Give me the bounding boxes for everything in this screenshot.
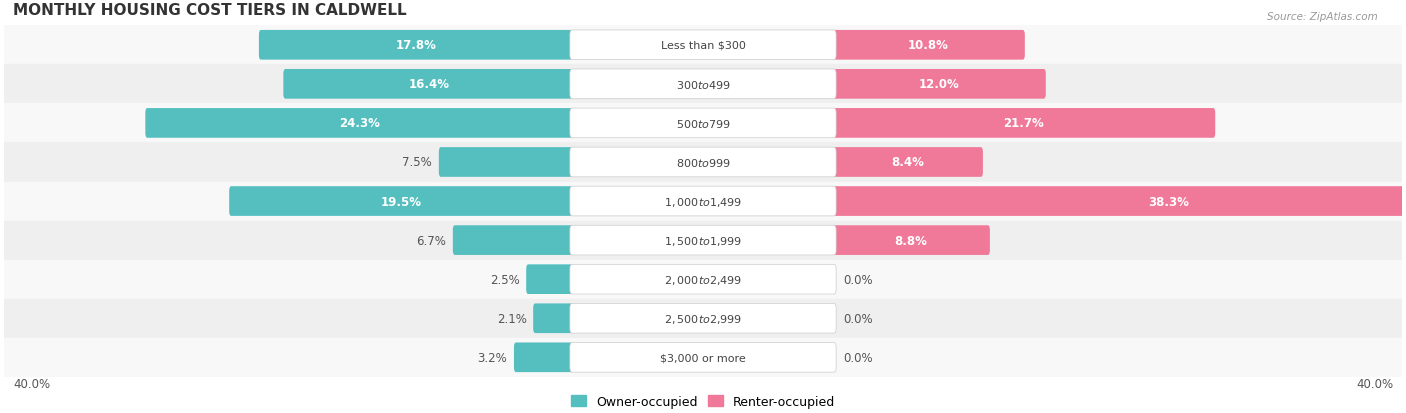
Bar	[4, 26, 1402, 65]
FancyBboxPatch shape	[569, 31, 837, 60]
FancyBboxPatch shape	[533, 304, 574, 333]
Text: 24.3%: 24.3%	[339, 117, 380, 130]
Text: 8.8%: 8.8%	[894, 234, 928, 247]
Text: $2,500 to $2,999: $2,500 to $2,999	[664, 312, 742, 325]
Bar	[4, 338, 1402, 377]
Bar	[4, 260, 1402, 299]
FancyBboxPatch shape	[569, 226, 837, 255]
Bar	[4, 65, 1402, 104]
Text: 3.2%: 3.2%	[478, 351, 508, 364]
Bar	[4, 104, 1402, 143]
FancyBboxPatch shape	[284, 70, 574, 100]
Text: 10.8%: 10.8%	[908, 39, 949, 52]
FancyBboxPatch shape	[832, 187, 1406, 216]
Text: 2.1%: 2.1%	[496, 312, 526, 325]
FancyBboxPatch shape	[453, 226, 574, 255]
FancyBboxPatch shape	[515, 343, 574, 372]
Text: 8.4%: 8.4%	[891, 156, 924, 169]
Text: $1,500 to $1,999: $1,500 to $1,999	[664, 234, 742, 247]
Text: $1,000 to $1,499: $1,000 to $1,499	[664, 195, 742, 208]
FancyBboxPatch shape	[526, 265, 574, 294]
Text: 16.4%: 16.4%	[408, 78, 449, 91]
FancyBboxPatch shape	[439, 148, 574, 178]
Text: $3,000 or more: $3,000 or more	[661, 352, 745, 363]
Text: 6.7%: 6.7%	[416, 234, 446, 247]
FancyBboxPatch shape	[569, 70, 837, 100]
FancyBboxPatch shape	[229, 187, 574, 216]
Bar	[4, 299, 1402, 338]
Text: 21.7%: 21.7%	[1004, 117, 1045, 130]
Text: 12.0%: 12.0%	[918, 78, 959, 91]
FancyBboxPatch shape	[832, 70, 1046, 100]
FancyBboxPatch shape	[832, 148, 983, 178]
FancyBboxPatch shape	[832, 31, 1025, 60]
Text: 19.5%: 19.5%	[381, 195, 422, 208]
FancyBboxPatch shape	[569, 304, 837, 333]
Text: $2,000 to $2,499: $2,000 to $2,499	[664, 273, 742, 286]
FancyBboxPatch shape	[569, 109, 837, 138]
Text: 17.8%: 17.8%	[396, 39, 437, 52]
Text: Source: ZipAtlas.com: Source: ZipAtlas.com	[1267, 12, 1378, 22]
FancyBboxPatch shape	[569, 343, 837, 372]
FancyBboxPatch shape	[832, 109, 1215, 138]
FancyBboxPatch shape	[832, 226, 990, 255]
FancyBboxPatch shape	[569, 187, 837, 216]
Text: 2.5%: 2.5%	[489, 273, 520, 286]
FancyBboxPatch shape	[569, 265, 837, 294]
Text: 0.0%: 0.0%	[842, 273, 872, 286]
FancyBboxPatch shape	[145, 109, 574, 138]
Text: $800 to $999: $800 to $999	[675, 157, 731, 169]
FancyBboxPatch shape	[259, 31, 574, 60]
Bar	[4, 182, 1402, 221]
Text: 38.3%: 38.3%	[1149, 195, 1189, 208]
Bar	[4, 221, 1402, 260]
Text: 0.0%: 0.0%	[842, 351, 872, 364]
Text: MONTHLY HOUSING COST TIERS IN CALDWELL: MONTHLY HOUSING COST TIERS IN CALDWELL	[13, 3, 406, 19]
Text: 40.0%: 40.0%	[13, 377, 51, 390]
Text: 40.0%: 40.0%	[1355, 377, 1393, 390]
Text: $300 to $499: $300 to $499	[675, 78, 731, 90]
FancyBboxPatch shape	[569, 148, 837, 178]
Text: Less than $300: Less than $300	[661, 41, 745, 51]
Legend: Owner-occupied, Renter-occupied: Owner-occupied, Renter-occupied	[567, 390, 839, 413]
Text: $500 to $799: $500 to $799	[675, 118, 731, 130]
Bar	[4, 143, 1402, 182]
Text: 7.5%: 7.5%	[402, 156, 432, 169]
Text: 0.0%: 0.0%	[842, 312, 872, 325]
